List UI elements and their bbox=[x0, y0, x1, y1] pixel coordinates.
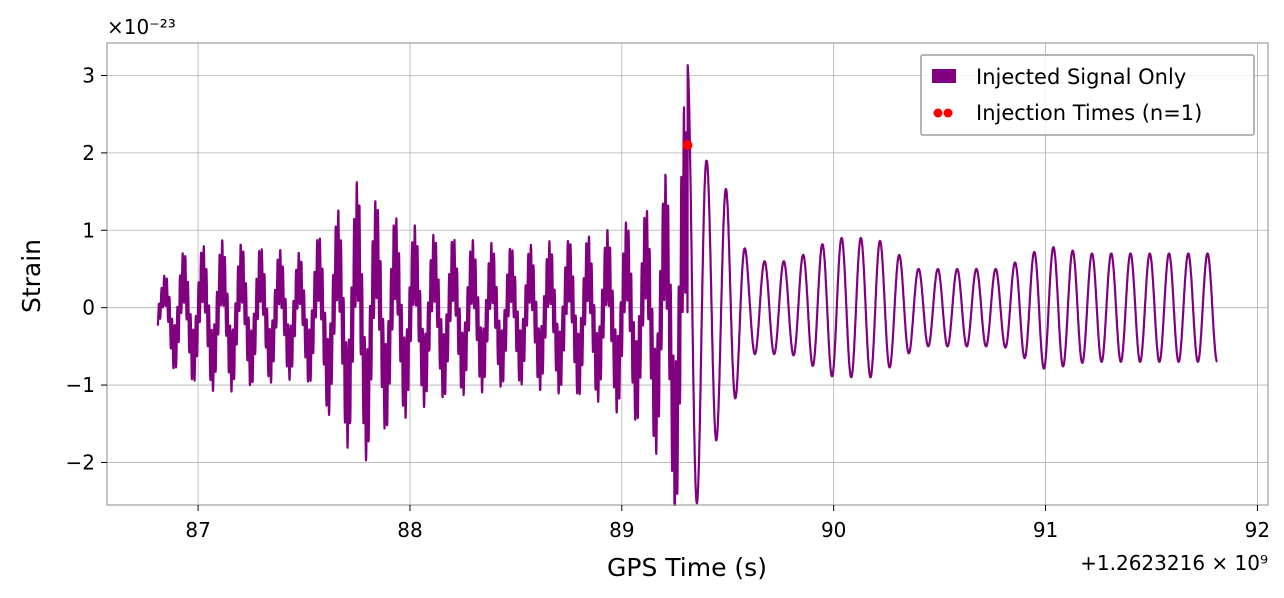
signal-series bbox=[156, 64, 1219, 507]
signal-line bbox=[156, 64, 1219, 507]
legend-box bbox=[920, 54, 1255, 136]
x-tick-label: 87 bbox=[185, 518, 210, 542]
x-axis-ticks: 87 88 89 90 91 92 bbox=[185, 505, 1270, 542]
injection-marker bbox=[682, 140, 693, 151]
legend: Injected Signal Only Injection Times (n=… bbox=[920, 54, 1255, 136]
y-exponent-label: ×10⁻²³ bbox=[107, 15, 176, 39]
plot-frame bbox=[106, 42, 1269, 506]
x-tick-label: 88 bbox=[397, 518, 422, 542]
legend-marker-injection-b bbox=[943, 108, 953, 118]
y-tick-label: −1 bbox=[66, 373, 95, 397]
y-axis-title: Strain bbox=[17, 239, 46, 313]
y-axis-ticks: −2 −1 0 1 2 3 bbox=[66, 64, 107, 474]
legend-marker-injection-a bbox=[933, 108, 943, 118]
x-tick-label: 92 bbox=[1245, 518, 1270, 542]
x-tick-label: 89 bbox=[609, 518, 634, 542]
y-tick-label: −2 bbox=[66, 450, 95, 474]
y-tick-label: 3 bbox=[82, 64, 95, 88]
x-axis-title: GPS Time (s) bbox=[607, 553, 767, 582]
y-tick-label: 1 bbox=[82, 218, 95, 242]
legend-label-signal: Injected Signal Only bbox=[976, 65, 1186, 89]
x-offset-label: +1.2623216 × 10⁹ bbox=[1080, 551, 1268, 575]
y-tick-label: 2 bbox=[82, 141, 95, 165]
x-tick-label: 90 bbox=[821, 518, 846, 542]
x-tick-label: 91 bbox=[1033, 518, 1058, 542]
legend-swatch-signal bbox=[932, 69, 956, 83]
legend-label-injection: Injection Times (n=1) bbox=[976, 101, 1202, 125]
y-tick-label: 0 bbox=[82, 296, 95, 320]
injection-markers bbox=[682, 140, 693, 151]
